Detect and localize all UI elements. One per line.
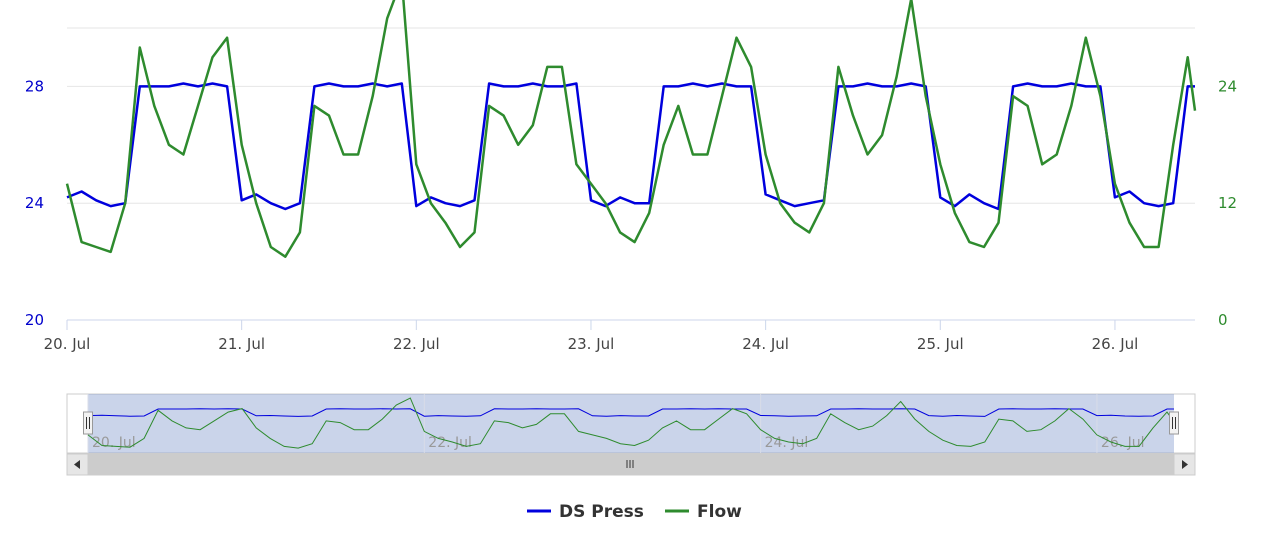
x-tick-label: 21. Jul bbox=[218, 335, 265, 353]
y-right-tick-label: 12 bbox=[1218, 194, 1237, 212]
legend[interactable]: DS Press Flow bbox=[527, 502, 742, 522]
legend-label: DS Press bbox=[559, 502, 644, 522]
y-left-tick-label: 24 bbox=[25, 194, 44, 212]
scroll-right-button[interactable] bbox=[1173, 453, 1196, 476]
navigator-series-ds-press bbox=[87, 408, 1174, 417]
navigator-handle-right[interactable] bbox=[1169, 411, 1179, 435]
axes: 20. Jul 21. Jul 22. Jul 23. Jul 24. Jul 25. J… bbox=[25, 77, 1237, 353]
navigator-tick-label: 26. Jul bbox=[1101, 435, 1145, 451]
y-left-tick-label: 28 bbox=[25, 77, 44, 95]
legend-item-flow[interactable]: Flow bbox=[665, 502, 742, 522]
x-tick-label: 25. Jul bbox=[917, 335, 964, 353]
navigator-tick-label: 24. Jul bbox=[765, 435, 809, 451]
x-tick-label: 24. Jul bbox=[742, 335, 789, 353]
navigator[interactable]: 20. Jul 22. Jul 24. Jul 26. Jul bbox=[66, 393, 1196, 476]
x-tick-label: 23. Jul bbox=[568, 335, 615, 353]
scrollbar-thumb[interactable] bbox=[87, 453, 1175, 476]
y-left-tick-label: 20 bbox=[25, 311, 44, 329]
series-lines[interactable] bbox=[65, 0, 1197, 258]
gridlines bbox=[67, 27, 1195, 204]
x-tick-label: 26. Jul bbox=[1092, 335, 1139, 353]
legend-item-ds-press[interactable]: DS Press bbox=[527, 502, 644, 522]
arrow-left-icon bbox=[74, 460, 80, 469]
scrollbar[interactable] bbox=[66, 453, 1196, 476]
y-right-tick-label: 24 bbox=[1218, 77, 1237, 95]
series-line-ds-press[interactable] bbox=[66, 82, 1195, 211]
navigator-selection[interactable] bbox=[88, 394, 1174, 453]
scroll-left-button[interactable] bbox=[66, 453, 89, 476]
navigator-tick-label: 22. Jul bbox=[428, 435, 472, 451]
navigator-handle-left[interactable] bbox=[83, 411, 93, 435]
x-tick-label: 20. Jul bbox=[44, 335, 91, 353]
legend-label: Flow bbox=[697, 502, 742, 522]
y-right-tick-label: 0 bbox=[1218, 311, 1228, 329]
series-line-flow[interactable] bbox=[65, 0, 1197, 258]
arrow-right-icon bbox=[1182, 460, 1188, 469]
navigator-frame bbox=[66, 393, 1196, 454]
x-tick-label: 22. Jul bbox=[393, 335, 440, 353]
navigator-series-flow bbox=[87, 397, 1175, 449]
